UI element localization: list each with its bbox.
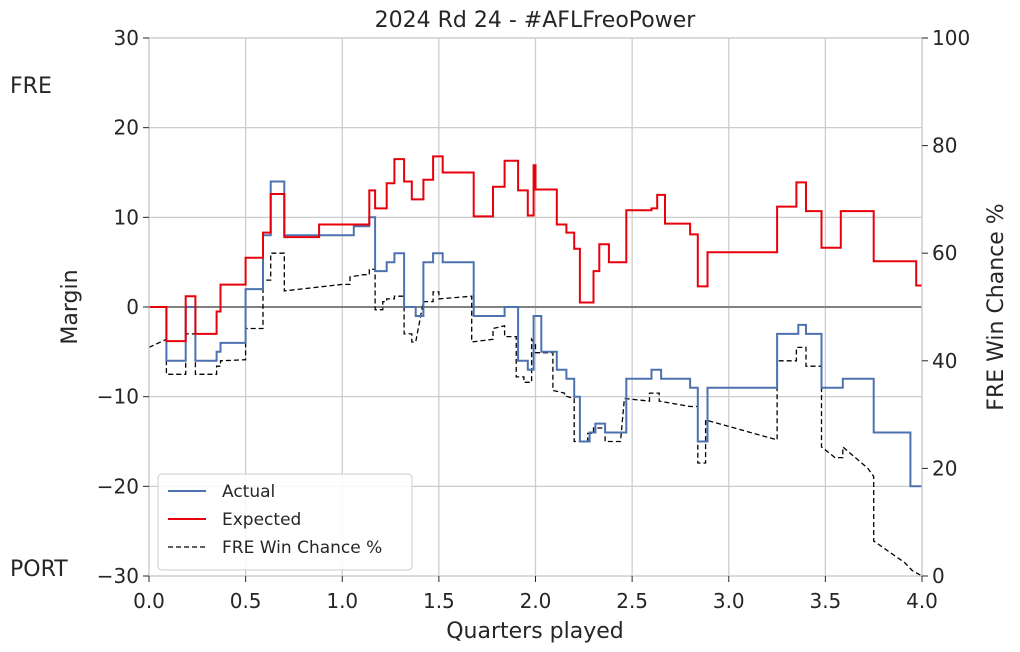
y2-tick-label: 40: [932, 349, 957, 373]
y2-axis-ticks: 100 80 60 40 20 0: [922, 26, 970, 588]
x-tick-label: 2.5: [616, 589, 648, 613]
y2-axis-title: FRE Win Chance %: [984, 203, 1009, 410]
y2-tick-label: 100: [932, 26, 970, 50]
y-tick-label: 10: [114, 205, 139, 229]
y-axis-title: Margin: [58, 269, 83, 344]
y-tick-label: −10: [97, 385, 139, 409]
legend-label-actual: Actual: [222, 482, 275, 502]
x-tick-label: 4.0: [906, 589, 938, 613]
bottom-team-label: PORT: [10, 557, 68, 582]
y-tick-label: 0: [126, 295, 139, 319]
chart-title: 2024 Rd 24 - #AFLFreoPower: [375, 8, 697, 33]
x-tick-label: 1.0: [326, 589, 358, 613]
x-axis-title: Quarters played: [446, 619, 624, 644]
series-line-expected: [149, 155, 922, 343]
x-tick-label: 3.0: [713, 589, 745, 613]
series-layer: [148, 155, 923, 577]
y2-tick-label: 20: [932, 456, 957, 480]
legend-label-win-chance: FRE Win Chance %: [222, 538, 382, 558]
x-tick-label: 0.5: [230, 589, 262, 613]
x-axis-ticks: 0.0 0.5 1.0 1.5 2.0 2.5 3.0 3.5 4.0: [133, 576, 938, 613]
y-tick-label: −20: [97, 474, 139, 498]
x-tick-label: 3.5: [809, 589, 841, 613]
top-team-label: FRE: [10, 74, 52, 99]
y-tick-label: 20: [114, 116, 139, 140]
y-axis-ticks: 30 20 10 0 −10 −20 −30: [97, 26, 149, 588]
x-tick-label: 2.0: [520, 589, 552, 613]
x-tick-label: 1.5: [423, 589, 455, 613]
y2-tick-label: 0: [932, 564, 945, 588]
y2-tick-label: 80: [932, 134, 957, 158]
legend: Actual Expected FRE Win Chance %: [157, 473, 413, 571]
y-tick-label: 30: [114, 26, 139, 50]
y2-tick-label: 60: [932, 241, 957, 265]
y-tick-label: −30: [97, 564, 139, 588]
x-tick-label: 0.0: [133, 589, 165, 613]
legend-box: [157, 473, 413, 571]
legend-label-expected: Expected: [222, 510, 301, 530]
